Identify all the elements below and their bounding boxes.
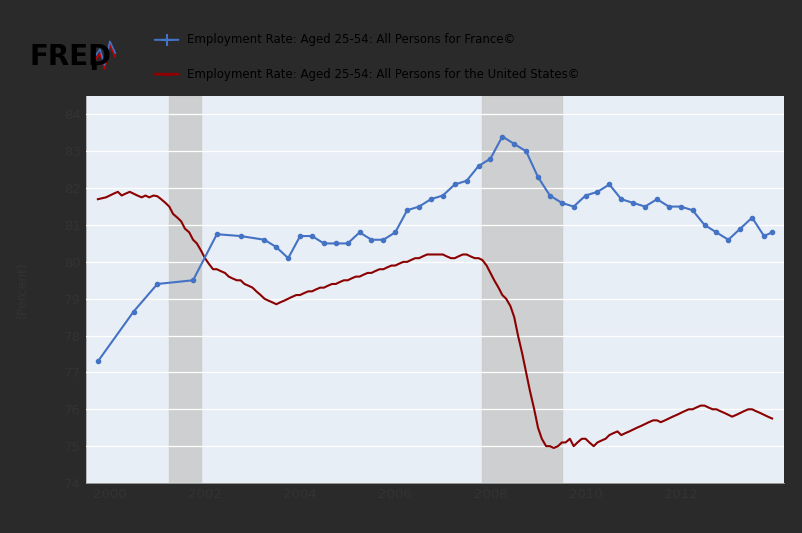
Text: (Percent): (Percent) bbox=[15, 261, 29, 318]
Text: FRED: FRED bbox=[30, 43, 111, 71]
Text: .: . bbox=[88, 47, 99, 76]
Text: Employment Rate: Aged 25-54: All Persons for the United States©: Employment Rate: Aged 25-54: All Persons… bbox=[187, 68, 579, 80]
Text: Employment Rate: Aged 25-54: All Persons for France©: Employment Rate: Aged 25-54: All Persons… bbox=[187, 34, 515, 46]
Bar bbox=[482, 96, 561, 483]
Bar bbox=[169, 96, 201, 483]
